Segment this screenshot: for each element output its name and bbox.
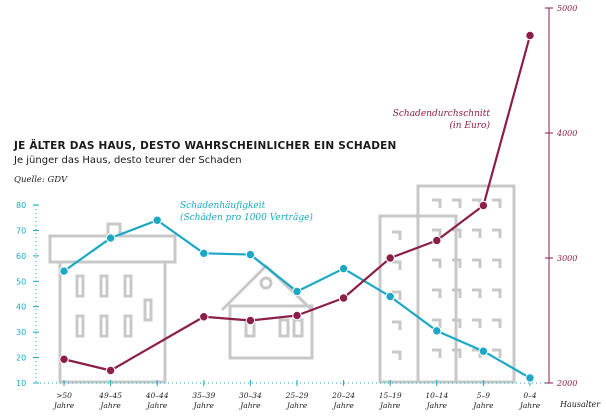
- chart-subtitle: Je jünger das Haus, desto teurer der Sch…: [14, 155, 242, 166]
- chart-title: JE ÄLTER DAS HAUS, DESTO WAHRSCHEINLICHE…: [14, 140, 397, 152]
- average-point: [199, 312, 209, 322]
- right-axis-ticks: 2000 3000 4000 5000: [545, 4, 577, 388]
- frequency-point: [105, 233, 116, 243]
- series-label-frequency: Schadenhäufigkeit (Schäden pro 1000 Vert…: [180, 200, 313, 224]
- series-layer: [59, 30, 535, 383]
- x-tick-label-unit: Jahre: [425, 401, 448, 410]
- frequency-point: [199, 248, 209, 259]
- x-axis-label: Hausalter: [559, 400, 601, 409]
- frequency-point: [245, 249, 256, 260]
- left-tick-label: 40: [16, 303, 26, 312]
- building-windows-icon: [392, 198, 502, 360]
- apartment-building-icon: [378, 184, 516, 384]
- x-tick-label: 15–19: [379, 391, 402, 400]
- x-tick-label: 10–14: [425, 391, 448, 400]
- average-point: [292, 310, 302, 321]
- x-tick-label: 35–39: [192, 391, 215, 400]
- average-point: [478, 200, 489, 211]
- frequency-point: [525, 373, 535, 383]
- series-label-average-unit: (in Euro): [449, 121, 490, 131]
- chart-source: Quelle: GDV: [14, 175, 68, 185]
- average-point: [385, 253, 395, 263]
- x-tick-label: >50: [56, 391, 72, 400]
- x-tick-label: 20–24: [331, 391, 355, 400]
- x-tick-label: 25–29: [285, 391, 309, 400]
- average-line: [63, 35, 532, 372]
- left-tick-label: 20: [16, 354, 26, 363]
- x-axis-ticks: >50Jahre49–45Jahre40–44Jahre35–39Jahre30…: [52, 380, 541, 410]
- x-tick-label: 40–44: [145, 391, 169, 400]
- right-tick-label: 3000: [557, 254, 577, 263]
- frequency-point: [152, 215, 162, 225]
- frequency-point: [385, 291, 395, 302]
- x-tick-label-unit: Jahre: [378, 401, 401, 410]
- average-point: [338, 293, 349, 303]
- x-tick-label-unit: Jahre: [331, 401, 354, 410]
- right-tick-label: 2000: [556, 379, 577, 388]
- series-label-average: Schadendurchschnitt (in Euro): [392, 108, 490, 132]
- average-point: [525, 30, 535, 41]
- x-tick-label-unit: Jahre: [98, 401, 121, 410]
- left-tick-label: 70: [16, 226, 26, 235]
- x-tick-label: 30–34: [239, 391, 262, 400]
- average-point: [105, 365, 116, 376]
- average-point: [245, 315, 256, 326]
- left-tick-label: 30: [16, 328, 26, 337]
- old-house-icon: [48, 222, 177, 384]
- x-tick-label-unit: Jahre: [145, 401, 168, 410]
- frequency-point: [59, 266, 69, 276]
- frequency-point: [292, 286, 302, 297]
- left-axis-ticks: 10 20 30 40 50 60 70 80: [16, 201, 39, 388]
- x-tick-label-unit: Jahre: [192, 401, 215, 410]
- left-tick-label: 60: [16, 252, 26, 261]
- left-tick-label: 10: [16, 379, 26, 388]
- left-tick-label: 80: [16, 201, 26, 210]
- house-illustrations: [48, 184, 516, 384]
- right-tick-label: 4000: [556, 129, 577, 138]
- x-tick-label: 0–4: [523, 391, 537, 400]
- frequency-point: [478, 346, 489, 356]
- frequency-point: [432, 326, 442, 336]
- x-tick-label-unit: Jahre: [518, 401, 541, 410]
- x-tick-label-unit: Jahre: [285, 401, 308, 410]
- x-tick-label: 49–45: [98, 391, 122, 400]
- series-label-frequency-name: Schadenhäufigkeit: [180, 201, 266, 211]
- series-label-average-name: Schadendurchschnitt: [392, 109, 490, 119]
- series-label-frequency-unit: (Schäden pro 1000 Verträge): [180, 213, 313, 223]
- right-tick-label: 5000: [557, 4, 577, 13]
- x-tick-label-unit: Jahre: [471, 401, 494, 410]
- frequency-point: [338, 263, 349, 274]
- x-tick-label-unit: Jahre: [52, 401, 75, 410]
- left-tick-label: 50: [16, 277, 26, 286]
- x-tick-label: 5–9: [477, 391, 491, 400]
- average-point: [432, 235, 442, 246]
- average-point: [59, 354, 69, 364]
- x-tick-label-unit: Jahre: [238, 401, 261, 410]
